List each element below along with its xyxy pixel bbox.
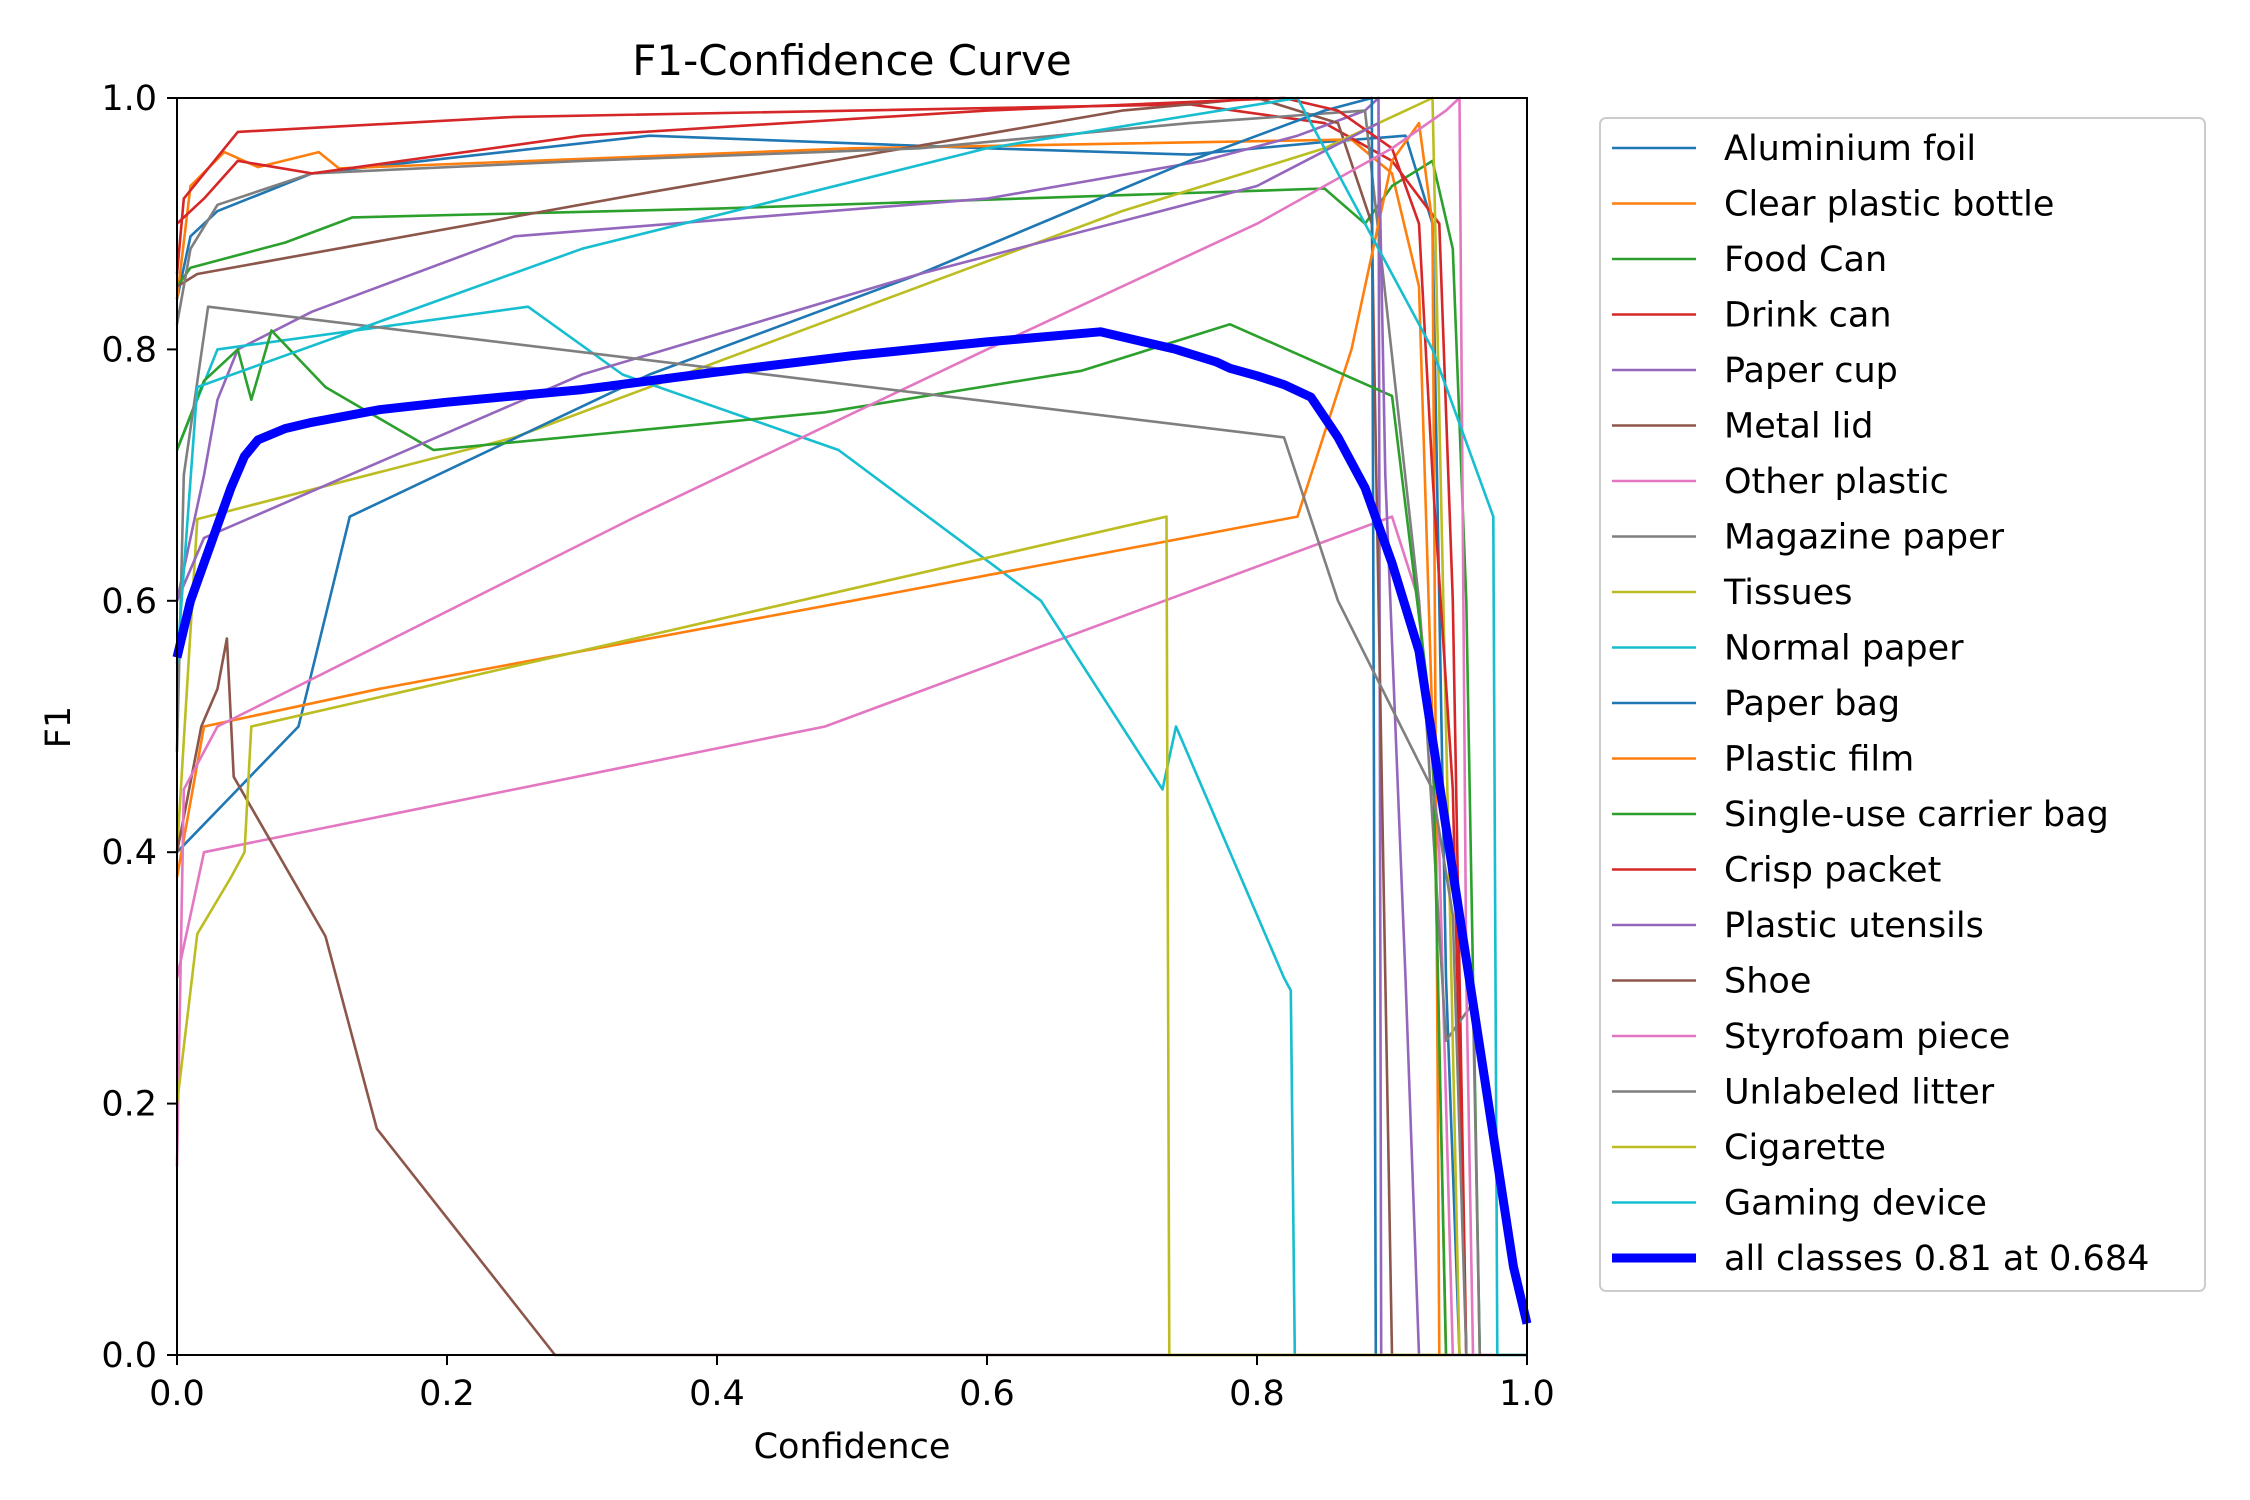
series-line-8 <box>175 96 1461 1356</box>
y-tick-label: 0.2 <box>101 1085 157 1125</box>
legend-label: Paper cup <box>1724 351 1898 391</box>
series-line-9 <box>175 305 1297 1356</box>
series-line-5 <box>176 96 1394 1356</box>
series-line-10 <box>176 96 1378 1356</box>
legend-label: Magazine paper <box>1724 518 2005 558</box>
series-line-6 <box>175 515 1455 1356</box>
series-line-14 <box>175 121 1421 1356</box>
legend-box <box>1599 117 2206 1292</box>
legend-label: Cigarette <box>1724 1128 1886 1168</box>
legend-label: Clear plastic bottle <box>1724 185 2054 225</box>
series-line-4 <box>175 96 1383 1356</box>
legend-label: Food Can <box>1724 240 1887 280</box>
x-axis-title: Confidence <box>754 1427 951 1467</box>
legend-label: Other plastic <box>1724 462 1949 502</box>
x-tick-label: 0.6 <box>959 1374 1015 1414</box>
legend-label: Unlabeled litter <box>1724 1073 1995 1113</box>
x-axis: 0.0 0.2 0.4 0.6 0.8 1.0 <box>149 1355 1555 1414</box>
legend-label: Metal lid <box>1724 407 1873 447</box>
x-tick-label: 0.0 <box>149 1374 205 1414</box>
series-line-11 <box>175 121 1441 1356</box>
legend-label: Styrofoam piece <box>1724 1017 2010 1057</box>
series-line-3 <box>175 103 1468 1356</box>
legend-label: Normal paper <box>1724 629 1964 669</box>
x-tick-label: 0.8 <box>1229 1374 1285 1414</box>
series-line-15 <box>175 637 1527 1357</box>
series-line-20 <box>172 327 1532 1325</box>
series-line-17 <box>175 305 1468 1356</box>
legend-label: Aluminium foil <box>1724 129 1976 169</box>
series-line-1 <box>175 138 1448 1356</box>
series-line-18 <box>175 515 1446 1357</box>
legend-label: Tissues <box>1723 573 1852 613</box>
legend: Aluminium foil Clear plastic bottle Food C… <box>1599 117 2206 1292</box>
plot-area <box>172 96 1532 1357</box>
series-line-19 <box>175 96 1527 1357</box>
chart-title: F1-Confidence Curve <box>632 36 1071 85</box>
y-tick-label: 0.4 <box>101 833 157 873</box>
legend-label: Shoe <box>1724 962 1811 1002</box>
legend-label: Crisp packet <box>1724 851 1941 891</box>
legend-label: Drink can <box>1724 296 1892 336</box>
legend-label: Plastic utensils <box>1724 906 1984 946</box>
legend-label: Single-use carrier bag <box>1724 795 2109 835</box>
y-axis: 0.0 0.2 0.4 0.6 0.8 1.0 <box>101 79 177 1376</box>
legend-label: all classes 0.81 at 0.684 <box>1724 1239 2149 1279</box>
x-tick-label: 0.4 <box>689 1374 745 1414</box>
y-tick-label: 1.0 <box>101 79 157 119</box>
legend-label: Plastic film <box>1724 740 1914 780</box>
y-tick-label: 0.6 <box>101 582 157 622</box>
y-tick-label: 0.0 <box>101 1336 157 1376</box>
series-line-0 <box>175 134 1461 1356</box>
series-line-2 <box>175 159 1482 1356</box>
y-tick-label: 0.8 <box>101 330 157 370</box>
plot-frame <box>176 97 1528 1356</box>
y-axis-title: F1 <box>39 706 79 748</box>
series-line-7 <box>175 109 1482 1356</box>
series-line-12 <box>175 323 1448 1356</box>
legend-label: Gaming device <box>1724 1184 1987 1224</box>
x-tick-label: 1.0 <box>1499 1374 1555 1414</box>
series-line-16 <box>175 96 1475 1356</box>
legend-label: Paper bag <box>1724 684 1900 724</box>
x-tick-label: 0.2 <box>419 1374 475 1414</box>
